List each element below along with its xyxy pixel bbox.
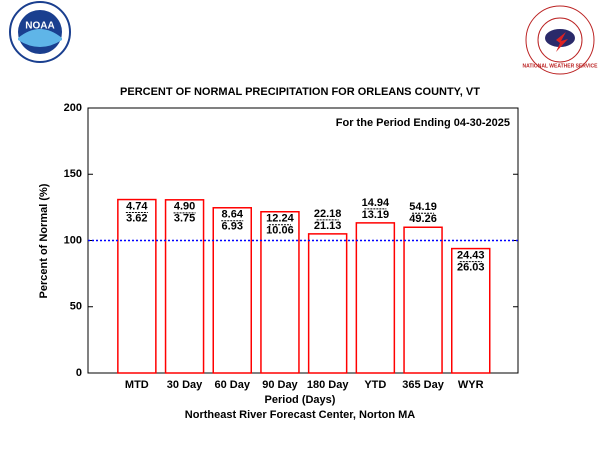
normal-label: 49.26 xyxy=(409,213,437,225)
x-tick-label: 90 Day xyxy=(262,379,298,391)
observed-label: 4.74 xyxy=(126,200,148,212)
x-tick-label: 60 Day xyxy=(215,379,251,391)
y-axis-label: Percent of Normal (%) xyxy=(38,183,50,298)
x-tick-label: 365 Day xyxy=(402,379,444,391)
normal-label: 3.62 xyxy=(126,212,147,224)
y-tick-label: 100 xyxy=(64,234,82,246)
logo-left-text: NOAA xyxy=(25,21,54,32)
normal-label: 26.03 xyxy=(457,261,485,273)
observed-label: 14.94 xyxy=(362,197,390,209)
x-axis-label: Period (Days) xyxy=(265,394,336,406)
observed-label: 22.18 xyxy=(314,208,342,220)
chart-title: PERCENT OF NORMAL PRECIPITATION FOR ORLE… xyxy=(120,86,480,98)
x-tick-label: 180 Day xyxy=(307,379,349,391)
bar xyxy=(117,198,157,374)
bar xyxy=(212,207,252,374)
chart-subtitle: For the Period Ending 04-30-2025 xyxy=(336,117,510,129)
y-tick-label: 200 xyxy=(64,102,82,114)
normal-label: 13.19 xyxy=(362,209,390,221)
bar xyxy=(260,210,300,374)
normal-label: 3.75 xyxy=(174,213,195,225)
observed-label: 54.19 xyxy=(409,201,437,213)
observed-label: 12.24 xyxy=(266,213,294,225)
logo-right-text: NATIONAL WEATHER SERVICE xyxy=(523,63,599,69)
bar xyxy=(451,247,491,374)
y-tick-label: 0 xyxy=(76,367,82,379)
x-tick-label: MTD xyxy=(125,379,149,391)
y-tick-label: 150 xyxy=(64,168,82,180)
x-tick-label: YTD xyxy=(364,379,386,391)
normal-label: 21.13 xyxy=(314,220,342,232)
y-tick-label: 50 xyxy=(70,301,82,313)
normal-label: 6.93 xyxy=(222,221,243,233)
x-tick-label: WYR xyxy=(458,379,484,391)
noaa-logo: NOAA xyxy=(9,1,71,63)
observed-label: 8.64 xyxy=(222,209,244,221)
nws-logo: NATIONAL WEATHER SERVICE xyxy=(523,5,599,75)
observed-label: 24.43 xyxy=(457,249,485,261)
observed-label: 4.90 xyxy=(174,201,195,213)
bar xyxy=(403,226,443,374)
footer: Northeast River Forecast Center, Norton … xyxy=(185,409,415,421)
bar xyxy=(355,222,396,374)
normal-label: 10.06 xyxy=(266,225,294,237)
x-tick-label: 30 Day xyxy=(167,379,203,391)
bar xyxy=(307,233,348,374)
bar xyxy=(164,199,205,374)
